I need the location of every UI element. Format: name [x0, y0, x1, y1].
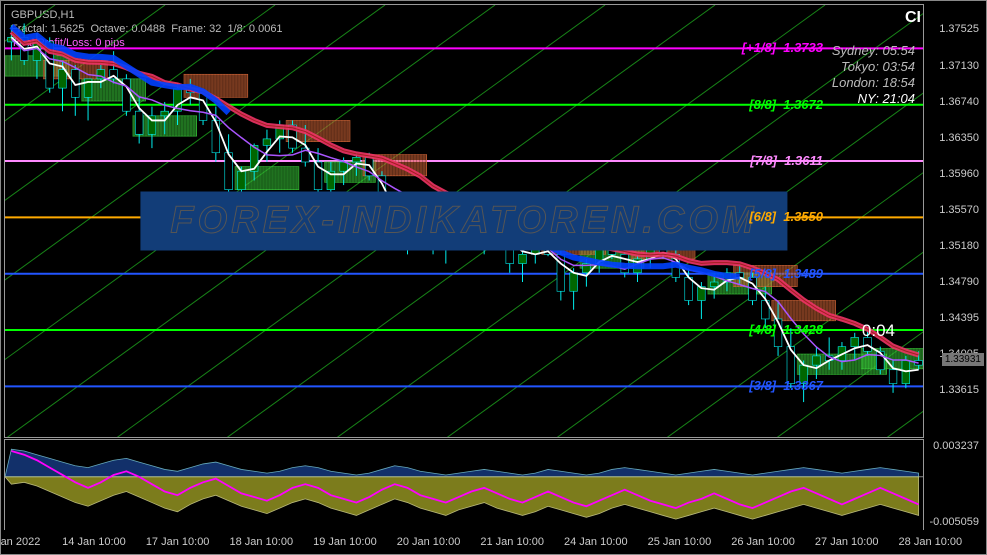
corner-badge: CI	[905, 9, 921, 27]
murrey-label: [5/8] 1.3489	[749, 266, 823, 281]
y-axis-sub: 0.003237 -0.005059	[923, 439, 983, 531]
indicator-panel[interactable]	[4, 439, 924, 531]
y-tick: 1.36740	[939, 96, 979, 108]
x-tick: 19 Jan 10:00	[313, 536, 377, 548]
watermark: FOREX-INDIKATOREN.COM	[140, 192, 787, 251]
x-tick: 26 Jan 10:00	[731, 536, 795, 548]
profit-label: Total Profit/Loss: 0 pips	[11, 37, 125, 49]
x-tick: 24 Jan 10:00	[564, 536, 628, 548]
x-tick: 28 Jan 10:00	[899, 536, 963, 548]
murrey-label: [+1/8] 1.3733	[742, 40, 823, 55]
info-row: Fractal: 1.5625 Octave: 0.0488 Frame: 32…	[11, 23, 283, 35]
x-tick: 20 Jan 10:00	[397, 536, 461, 548]
y-tick: 1.33615	[939, 384, 979, 396]
murrey-label: [4/8] 1.3428	[749, 322, 823, 337]
x-tick: 17 Jan 10:00	[146, 536, 210, 548]
y-tick-sub: 0.003237	[933, 440, 979, 452]
y-tick: 1.34395	[939, 312, 979, 324]
main-chart[interactable]: GBPUSD,H1 Fractal: 1.5625 Octave: 0.0488…	[4, 4, 924, 438]
y-tick: 1.35960	[939, 168, 979, 180]
murrey-label: [7/8] 1.3611	[750, 153, 823, 168]
murrey-label: [6/8] 1.3550	[749, 209, 823, 224]
x-tick: 21 Jan 10:00	[480, 536, 544, 548]
session-time: Sydney: 05:54	[832, 43, 915, 58]
price-marker: 1.33931	[942, 353, 984, 366]
session-time: NY: 21:04	[858, 91, 915, 106]
y-tick: 1.34790	[939, 276, 979, 288]
x-tick: 14 Jan 10:00	[62, 536, 126, 548]
y-tick: 1.37525	[939, 23, 979, 35]
y-tick-sub: -0.005059	[929, 516, 979, 528]
y-axis: 1.37525 1.37130 1.36740 1.36350 1.35960 1.355…	[923, 4, 983, 438]
murrey-label: [8/8] 1.3672	[749, 97, 823, 112]
x-tick: 25 Jan 10:00	[648, 536, 712, 548]
indicator-canvas	[5, 440, 924, 531]
symbol-label: GBPUSD,H1	[11, 9, 75, 21]
x-axis: 13 Jan 202214 Jan 10:0017 Jan 10:0018 Ja…	[4, 530, 924, 554]
murrey-label: [3/8] 1.3367	[749, 378, 823, 393]
session-time: London: 18:54	[832, 75, 915, 90]
bar-countdown: 0:04	[862, 321, 895, 341]
x-tick: 13 Jan 2022	[0, 536, 40, 548]
y-tick: 1.35180	[939, 240, 979, 252]
y-tick: 1.36350	[939, 132, 979, 144]
y-tick: 1.37130	[939, 60, 979, 72]
x-tick: 18 Jan 10:00	[229, 536, 293, 548]
x-tick: 27 Jan 10:00	[815, 536, 879, 548]
y-tick: 1.35570	[939, 204, 979, 216]
session-time: Tokyo: 03:54	[841, 59, 915, 74]
